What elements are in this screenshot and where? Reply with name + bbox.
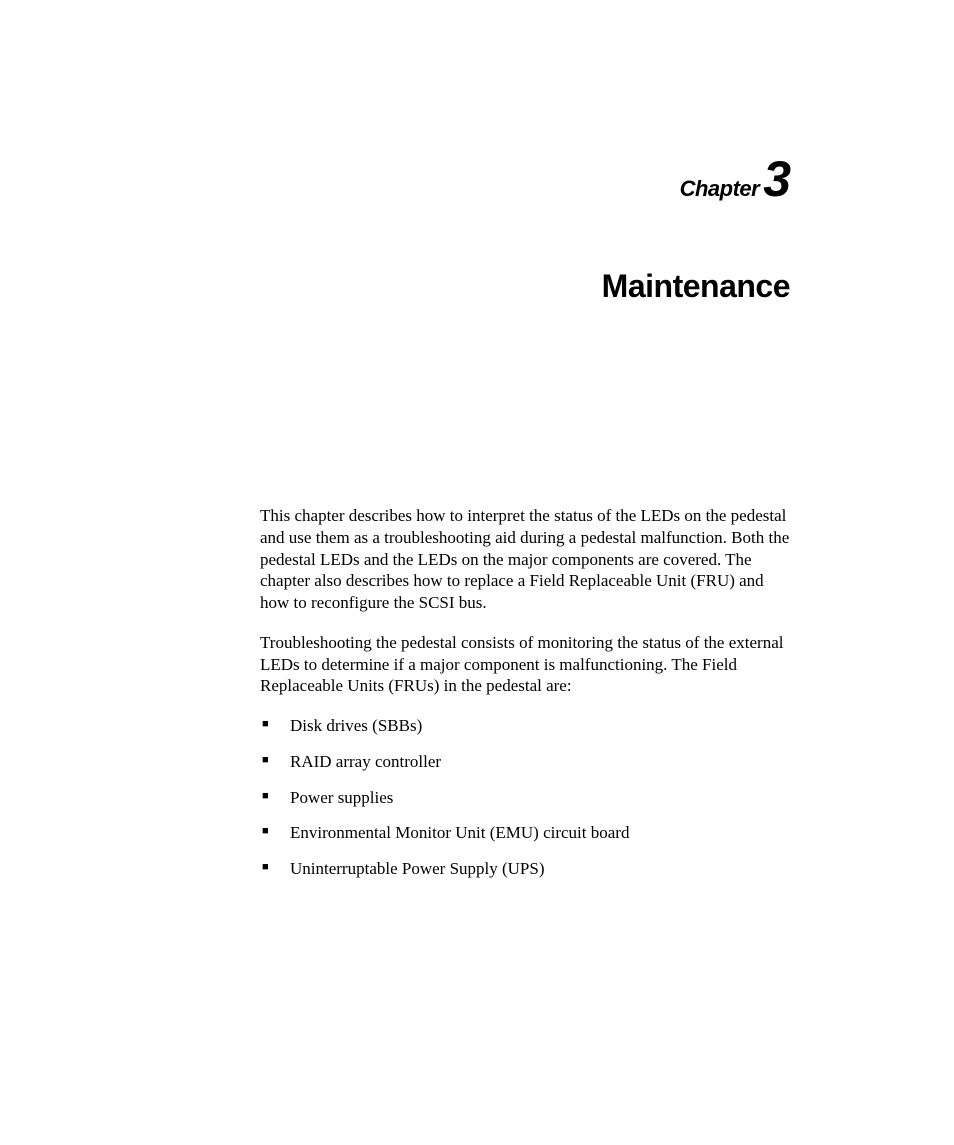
page-content: Chapter3 Maintenance This chapter descri… (260, 150, 790, 894)
intro-paragraph-2: Troubleshooting the pedestal consists of… (260, 632, 790, 697)
chapter-title: Maintenance (260, 268, 790, 305)
list-item: RAID array controller (260, 751, 790, 773)
fru-list: Disk drives (SBBs) RAID array controller… (260, 715, 790, 880)
chapter-number: 3 (763, 151, 790, 207)
list-item: Environmental Monitor Unit (EMU) circuit… (260, 822, 790, 844)
chapter-label: Chapter (680, 176, 760, 201)
list-item: Power supplies (260, 787, 790, 809)
list-item: Uninterruptable Power Supply (UPS) (260, 858, 790, 880)
list-item: Disk drives (SBBs) (260, 715, 790, 737)
intro-paragraph-1: This chapter describes how to interpret … (260, 505, 790, 614)
chapter-line: Chapter3 (260, 150, 790, 208)
